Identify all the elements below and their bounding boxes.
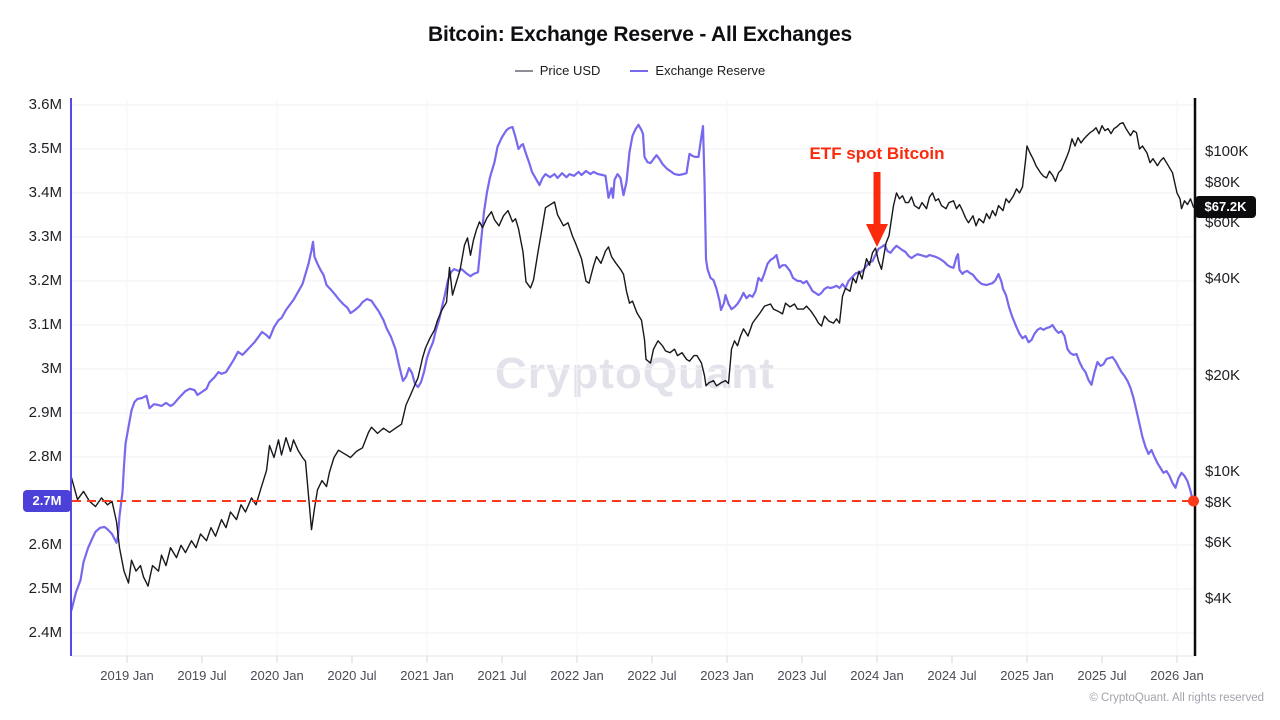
left-axis-tick: 2.9M (28, 404, 62, 421)
x-axis-tick: 2024 Jan (850, 668, 904, 683)
x-axis-tick: 2021 Jan (400, 668, 454, 683)
left-axis-tick: 3.6M (28, 96, 62, 113)
etf-annotation: ETF spot Bitcoin (809, 144, 945, 163)
legend-item-price-usd[interactable]: Price USD (514, 63, 601, 78)
right-axis-tick: $80K (1205, 174, 1241, 191)
reference-end-dot (1188, 495, 1199, 507)
right-axis-tick: $4K (1205, 590, 1232, 608)
copyright-notice: © CryptoQuant. All rights reserved (1089, 692, 1264, 704)
left-axis-tick: 3.4M (28, 184, 62, 201)
x-axis-tick: 2022 Jan (550, 668, 604, 683)
left-axis-tick: 2.6M (28, 536, 62, 553)
right-axis-tick: $10K (1205, 463, 1241, 480)
x-axis-tick: 2020 Jul (327, 668, 377, 683)
x-axis-tick: 2025 Jan (1000, 668, 1054, 683)
left-axis-tick: 2.4M (28, 624, 62, 641)
x-axis-tick: 2019 Jul (177, 668, 227, 683)
legend-label-exchange-reserve: Exchange Reserve (655, 63, 766, 78)
left-axis-tick: 2.5M (28, 580, 62, 597)
legend-label-price-usd: Price USD (539, 63, 601, 78)
price-series-swatch-icon (514, 69, 533, 72)
left-axis-tick: 3M (41, 360, 62, 377)
x-axis-tick: 2024 Jul (927, 668, 977, 683)
etf-arrow-shaft (873, 172, 881, 224)
legend: Price USD Exchange Reserve (0, 63, 1280, 78)
x-axis-tick: 2023 Jul (777, 668, 827, 683)
right-axis-tick: $40K (1205, 270, 1241, 288)
right-axis-tick: $100K (1205, 143, 1249, 160)
x-axis-tick: 2020 Jan (250, 668, 304, 683)
left-axis-tick: 3.1M (28, 316, 62, 333)
exchange-reserve-line (70, 123, 1195, 612)
x-axis-tick: 2026 Jan (1150, 668, 1204, 683)
right-axis-tick: $6K (1205, 533, 1232, 551)
x-axis-tick: 2019 Jan (100, 668, 154, 683)
right-axis-tick: $8K (1205, 494, 1232, 511)
left-axis-tick: 3.3M (28, 228, 62, 245)
x-axis-tick: 2025 Jul (1077, 668, 1127, 683)
right-axis-tick: $60K (1205, 213, 1241, 231)
right-axis-tick: $20K (1205, 366, 1241, 384)
price-usd-line (70, 121, 1195, 587)
x-axis-tick: 2022 Jul (627, 668, 677, 683)
left-axis-tick: 2.8M (28, 448, 62, 465)
legend-item-exchange-reserve[interactable]: Exchange Reserve (630, 63, 765, 78)
reserve-series-swatch-icon (630, 69, 649, 72)
chart-title: Bitcoin: Exchange Reserve - All Exchange… (427, 23, 852, 46)
last-price-badge: $67.2K (1195, 196, 1256, 218)
x-axis-tick: 2023 Jan (700, 668, 754, 683)
left-axis-tick: 3.2M (28, 272, 62, 289)
etf-arrow-head-icon (866, 224, 888, 247)
x-axis-tick: 2021 Jul (477, 668, 527, 683)
reserve-value-badge: 2.7M (23, 490, 71, 512)
left-axis-tick: 3.5M (28, 140, 62, 157)
